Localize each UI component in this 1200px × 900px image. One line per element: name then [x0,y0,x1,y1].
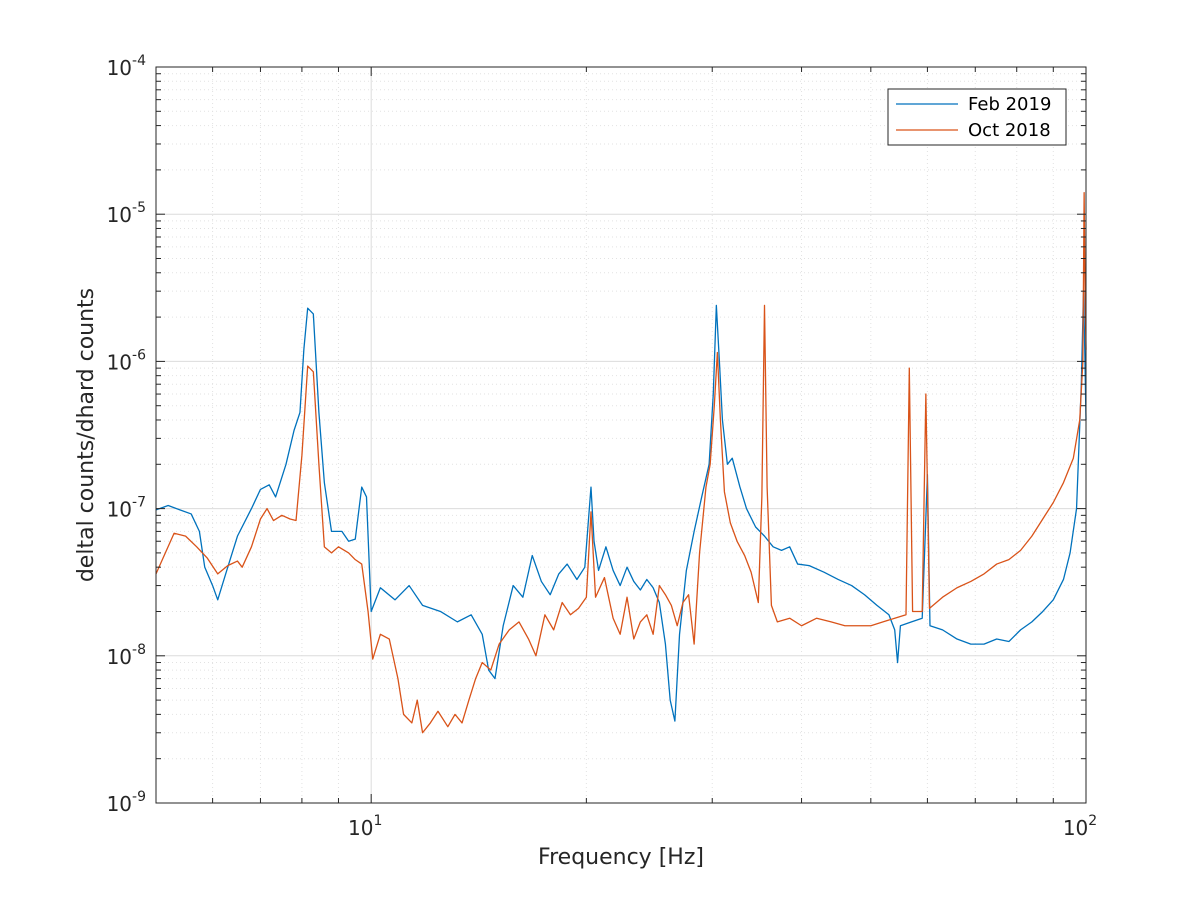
y-tick-label-exponent: -9 [132,789,146,805]
series-layer [155,192,1087,734]
plot-frame [155,66,1087,804]
plot-area [156,67,1086,803]
y-tick-label-exponent: -6 [132,347,146,363]
legend: Feb 2019 Oct 2018 [887,88,1067,146]
y-tick-label-exponent: -4 [132,53,146,69]
x-tick-label: 101 [348,813,382,840]
y-tick-label: 10-6 [107,347,147,374]
legend-box [887,88,1067,146]
axis-ticks [155,66,1086,804]
y-tick-label-exponent: -8 [132,642,146,658]
x-tick-label-exponent: 2 [1088,813,1097,829]
x-axis-label: Frequency [Hz] [538,845,704,870]
series-line-oct-2018 [155,192,1087,734]
legend-entry-oct-2018: Oct 2018 [968,120,1051,141]
y-tick-label-exponent: -5 [132,200,146,216]
x-tick-label-exponent: 1 [373,813,382,829]
x-tick-labels: 101 102 [348,813,1097,840]
y-tick-label-exponent: -7 [132,495,146,511]
legend-entry-feb-2019: Feb 2019 [968,94,1051,115]
y-axis-label: deltal counts/dhard counts [74,288,99,582]
